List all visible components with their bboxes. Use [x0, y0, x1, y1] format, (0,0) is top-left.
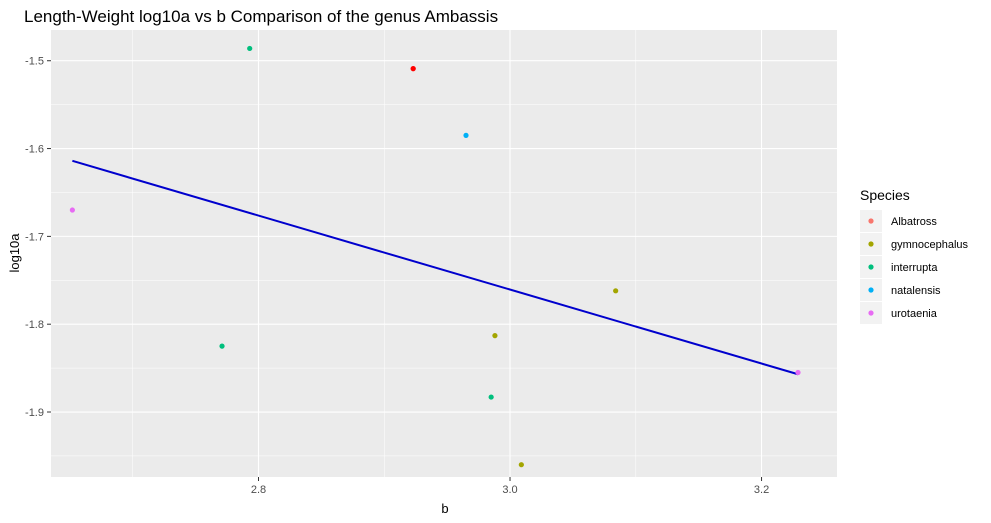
legend-label: Albatross — [891, 216, 937, 228]
data-point-gymnocephalus — [518, 462, 524, 468]
points-layer — [69, 45, 801, 468]
legend-swatch — [868, 310, 874, 316]
legend-label: interrupta — [891, 262, 938, 274]
legend-title: Species — [860, 187, 910, 203]
x-tick-label: 3.0 — [502, 484, 517, 496]
y-tick-label: -1.5 — [25, 56, 44, 68]
y-tick-label: -1.6 — [25, 144, 44, 156]
y-axis: -1.5 -1.6 -1.7 -1.8 -1.9 — [25, 56, 51, 419]
plot-panel — [51, 30, 837, 477]
data-point-highlight — [410, 66, 416, 72]
data-point-urotaenia — [795, 369, 801, 376]
regression-layer — [72, 159, 799, 376]
legend-label: gymnocephalus — [891, 239, 969, 251]
legend-swatch — [868, 264, 874, 270]
legend-swatch — [868, 241, 874, 247]
data-point-urotaenia — [69, 207, 75, 213]
legend-swatch — [868, 287, 874, 293]
y-tick-label: -1.7 — [25, 231, 44, 243]
data-point-interrupta — [247, 45, 253, 52]
x-axis: 2.8 3.0 3.2 — [251, 477, 769, 496]
data-point-gymnocephalus — [613, 288, 619, 294]
legend: Species Albatross gymnocephalus interrupta… — [860, 187, 969, 324]
legend-swatch — [868, 218, 874, 224]
data-point-interrupta — [219, 343, 225, 349]
data-point-natalensis — [463, 132, 469, 138]
x-tick-label: 2.8 — [251, 484, 266, 496]
data-point-interrupta — [488, 394, 494, 400]
y-tick-label: -1.9 — [25, 407, 44, 419]
y-axis-label: log10a — [7, 233, 22, 273]
grid-major — [51, 30, 837, 477]
y-tick-label: -1.8 — [25, 319, 44, 331]
legend-label: urotaenia — [891, 308, 938, 320]
chart-title: Length-Weight log10a vs b Comparison of … — [24, 7, 498, 26]
data-point-gymnocephalus — [492, 333, 498, 339]
x-tick-label: 3.2 — [754, 484, 769, 496]
regression-line — [72, 159, 799, 376]
x-axis-label: b — [441, 501, 448, 516]
legend-label: natalensis — [891, 285, 941, 297]
